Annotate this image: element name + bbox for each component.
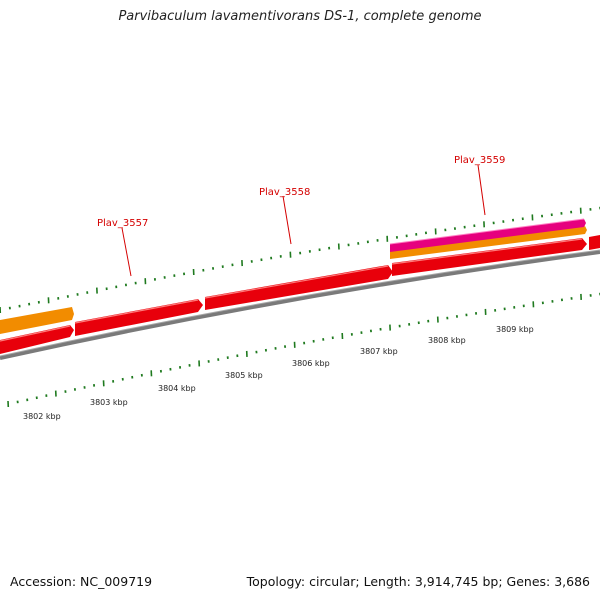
lower-tick-row xyxy=(7,292,600,408)
genome-summary-text: Topology: circular; Length: 3,914,745 bp… xyxy=(246,574,590,589)
scale-label-3809: 3809 kbp xyxy=(496,325,534,334)
scale-label-3808: 3808 kbp xyxy=(428,336,466,345)
gene-label-plav-3558-leader xyxy=(282,195,292,245)
gene-label-plav-3557[interactable]: Plav_3557 xyxy=(97,218,148,229)
accession-text: Accession: NC_009719 xyxy=(10,574,153,589)
genome-backbone xyxy=(0,250,600,360)
scale-label-3802: 3802 kbp xyxy=(23,412,61,421)
magenta-feature-edge xyxy=(389,218,585,245)
gene-label-plav-3559-leader xyxy=(477,164,486,216)
scale-label-3807: 3807 kbp xyxy=(360,347,398,356)
gene-arrow-highlights xyxy=(0,238,583,342)
gene-arrow-plav-3558[interactable] xyxy=(205,265,393,310)
scale-label-3806: 3806 kbp xyxy=(292,359,330,368)
gene-label-plav-3557-group[interactable]: Plav_3557 xyxy=(97,218,148,277)
orange-feature-right[interactable] xyxy=(390,226,587,259)
scale-labels: 3802 kbp 3803 kbp 3804 kbp 3805 kbp 3806… xyxy=(23,325,534,421)
scale-label-3805: 3805 kbp xyxy=(225,371,263,380)
gene-arrow-plav-3557[interactable] xyxy=(75,299,203,336)
genome-backbone-highlight xyxy=(0,249,600,357)
genome-title: Parvibaculum lavamentivorans DS-1, compl… xyxy=(118,9,482,24)
scale-label-3804: 3804 kbp xyxy=(158,384,196,393)
gene-label-plav-3559[interactable]: Plav_3559 xyxy=(454,155,505,166)
gene-arrow-right[interactable] xyxy=(589,235,600,250)
gene-arrow-plav-3559[interactable] xyxy=(392,238,587,276)
gene-label-plav-3557-leader xyxy=(121,227,132,277)
gene-label-plav-3559-group[interactable]: Plav_3559 xyxy=(454,155,505,216)
gene-arrow-left[interactable] xyxy=(0,325,74,354)
gene-label-plav-3558[interactable]: Plav_3558 xyxy=(259,187,310,198)
scale-label-3803: 3803 kbp xyxy=(90,398,128,407)
upper-tick-row xyxy=(0,206,600,314)
orange-feature-left[interactable] xyxy=(0,307,74,334)
magenta-feature[interactable] xyxy=(390,219,586,252)
gene-label-plav-3558-group[interactable]: Plav_3558 xyxy=(259,187,310,245)
